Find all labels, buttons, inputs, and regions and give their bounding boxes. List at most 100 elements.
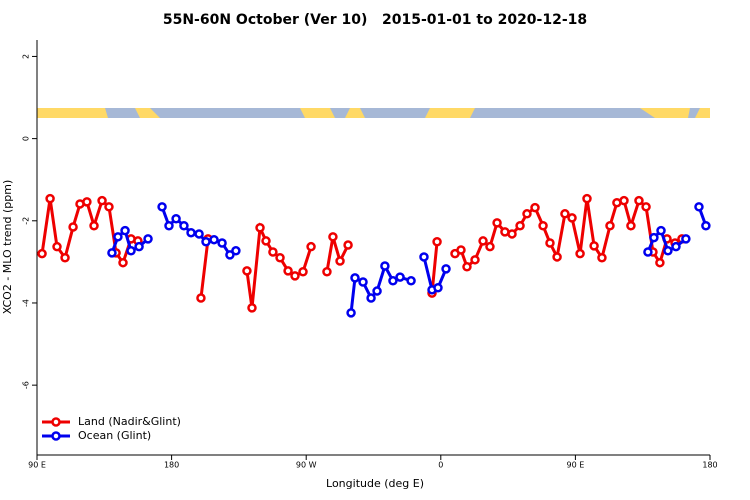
data-point — [694, 202, 704, 212]
y-tick-label: 2 — [22, 54, 31, 59]
data-point — [575, 248, 585, 259]
data-point — [372, 286, 382, 296]
data-point — [350, 273, 360, 283]
x-tick-label: 90 W — [296, 461, 317, 470]
data-point — [478, 236, 488, 246]
data-point — [209, 234, 219, 245]
data-point — [68, 222, 78, 232]
data-point — [45, 193, 55, 204]
x-axis-label: Longitude (deg E) — [326, 477, 424, 490]
data-point — [456, 245, 466, 255]
data-point — [380, 261, 390, 271]
data-point — [298, 266, 308, 277]
data-point — [649, 232, 659, 243]
x-tick-label: 180 — [164, 461, 179, 470]
x-tick-label: 90 E — [567, 461, 585, 470]
data-point — [597, 253, 607, 263]
data-point — [395, 272, 405, 282]
data-point — [441, 264, 451, 274]
data-point — [143, 234, 153, 244]
data-point — [507, 229, 517, 239]
data-point — [530, 202, 540, 213]
x-tick-label: 180 — [702, 461, 717, 470]
data-point — [89, 220, 99, 231]
data-point — [346, 308, 356, 318]
data-point — [194, 229, 204, 239]
data-point — [225, 250, 235, 260]
data-point — [283, 266, 293, 276]
y-tick-label: -4 — [22, 299, 31, 307]
data-point — [419, 252, 429, 262]
data-point — [552, 252, 562, 262]
data-point — [545, 238, 555, 248]
data-point — [290, 271, 300, 281]
data-point — [322, 266, 332, 277]
data-point — [643, 247, 653, 257]
data-point — [328, 232, 338, 242]
data-point — [366, 293, 376, 303]
data-point — [619, 195, 629, 206]
data-point — [171, 213, 181, 224]
data-point — [179, 220, 189, 231]
data-point — [231, 246, 241, 256]
data-point — [492, 218, 502, 228]
y-axis-label: XCO2 - MLO trend (ppm) — [1, 180, 14, 315]
data-point — [120, 225, 130, 236]
data-point — [663, 246, 673, 256]
data-point — [255, 223, 265, 233]
data-point — [605, 220, 615, 231]
land-strip — [37, 108, 710, 118]
legend-marker — [51, 431, 61, 441]
data-point — [567, 213, 577, 223]
data-point — [560, 209, 570, 219]
data-point — [113, 232, 123, 242]
data-point — [118, 257, 128, 268]
data-point — [462, 262, 472, 272]
data-point — [157, 202, 167, 212]
data-point — [104, 202, 114, 212]
data-point — [701, 220, 711, 231]
legend-label: Land (Nadir&Glint) — [78, 415, 181, 428]
data-point — [196, 293, 206, 303]
data-point — [242, 266, 252, 276]
y-tick-label: -2 — [22, 217, 31, 225]
data-point — [406, 276, 416, 286]
data-point — [247, 303, 257, 313]
data-point — [485, 241, 495, 252]
legend-marker — [51, 417, 61, 427]
data-point — [388, 276, 398, 286]
data-point — [433, 283, 443, 293]
data-point — [37, 248, 47, 259]
y-tick-label: 0 — [22, 136, 31, 141]
data-point — [655, 257, 665, 268]
data-point — [201, 236, 211, 247]
x-tick-label: 90 E — [28, 461, 46, 470]
data-point — [656, 225, 666, 236]
data-point — [358, 277, 368, 287]
data-point — [261, 236, 271, 246]
data-point — [275, 253, 285, 263]
data-point — [335, 256, 345, 266]
data-point — [343, 240, 353, 250]
data-point — [522, 209, 532, 219]
data-point — [60, 253, 70, 263]
data-point — [306, 241, 316, 252]
data-point — [217, 238, 227, 248]
data-point — [164, 220, 174, 231]
data-point — [626, 220, 636, 231]
data-point — [268, 247, 278, 257]
data-point — [82, 197, 92, 207]
data-point — [97, 195, 107, 206]
data-point — [470, 255, 480, 265]
legend-label: Ocean (Glint) — [78, 429, 151, 442]
data-point — [641, 202, 651, 212]
data-point — [681, 234, 691, 244]
data-point — [107, 248, 117, 258]
data-point — [432, 236, 442, 247]
data-point — [589, 241, 599, 251]
data-point — [582, 193, 592, 204]
data-point — [134, 241, 144, 252]
data-point — [671, 241, 681, 252]
